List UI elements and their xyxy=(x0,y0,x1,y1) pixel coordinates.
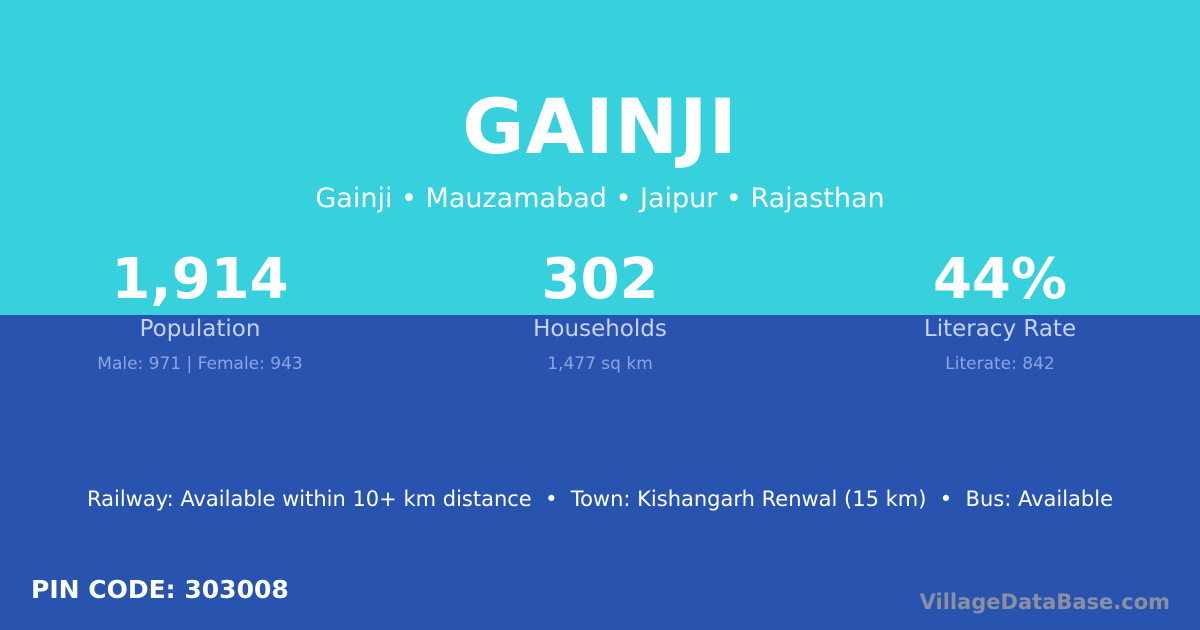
stat-value: 302 xyxy=(541,247,659,312)
stat-value: 1,914 xyxy=(111,247,289,312)
header-band xyxy=(0,0,1200,315)
connectivity-info: Railway: Available within 10+ km distanc… xyxy=(86,487,1114,511)
pin-code: PIN CODE: 303008 xyxy=(31,575,289,604)
site-logo: VillageDataBase.com xyxy=(919,590,1170,614)
stat-detail: Male: 971 | Female: 943 xyxy=(97,354,303,374)
stat-label: Households xyxy=(533,316,667,342)
stat-label: Population xyxy=(139,316,261,342)
stat-value: 44% xyxy=(932,247,1068,312)
footer-band xyxy=(0,315,1200,630)
stat-population: 1,914 Population Male: 971 | Female: 943 xyxy=(0,247,400,375)
stat-label: Literacy Rate xyxy=(923,316,1077,342)
stat-households: 302 Households 1,477 sq km xyxy=(400,247,800,375)
stat-literacy: 44% Literacy Rate Literate: 842 xyxy=(800,247,1200,375)
location-breadcrumb: Gainji • Mauzamabad • Jaipur • Rajasthan xyxy=(315,183,885,214)
village-title: GAINJI xyxy=(462,82,738,171)
stat-detail: 1,477 sq km xyxy=(547,354,653,374)
stat-detail: Literate: 842 xyxy=(945,354,1055,374)
